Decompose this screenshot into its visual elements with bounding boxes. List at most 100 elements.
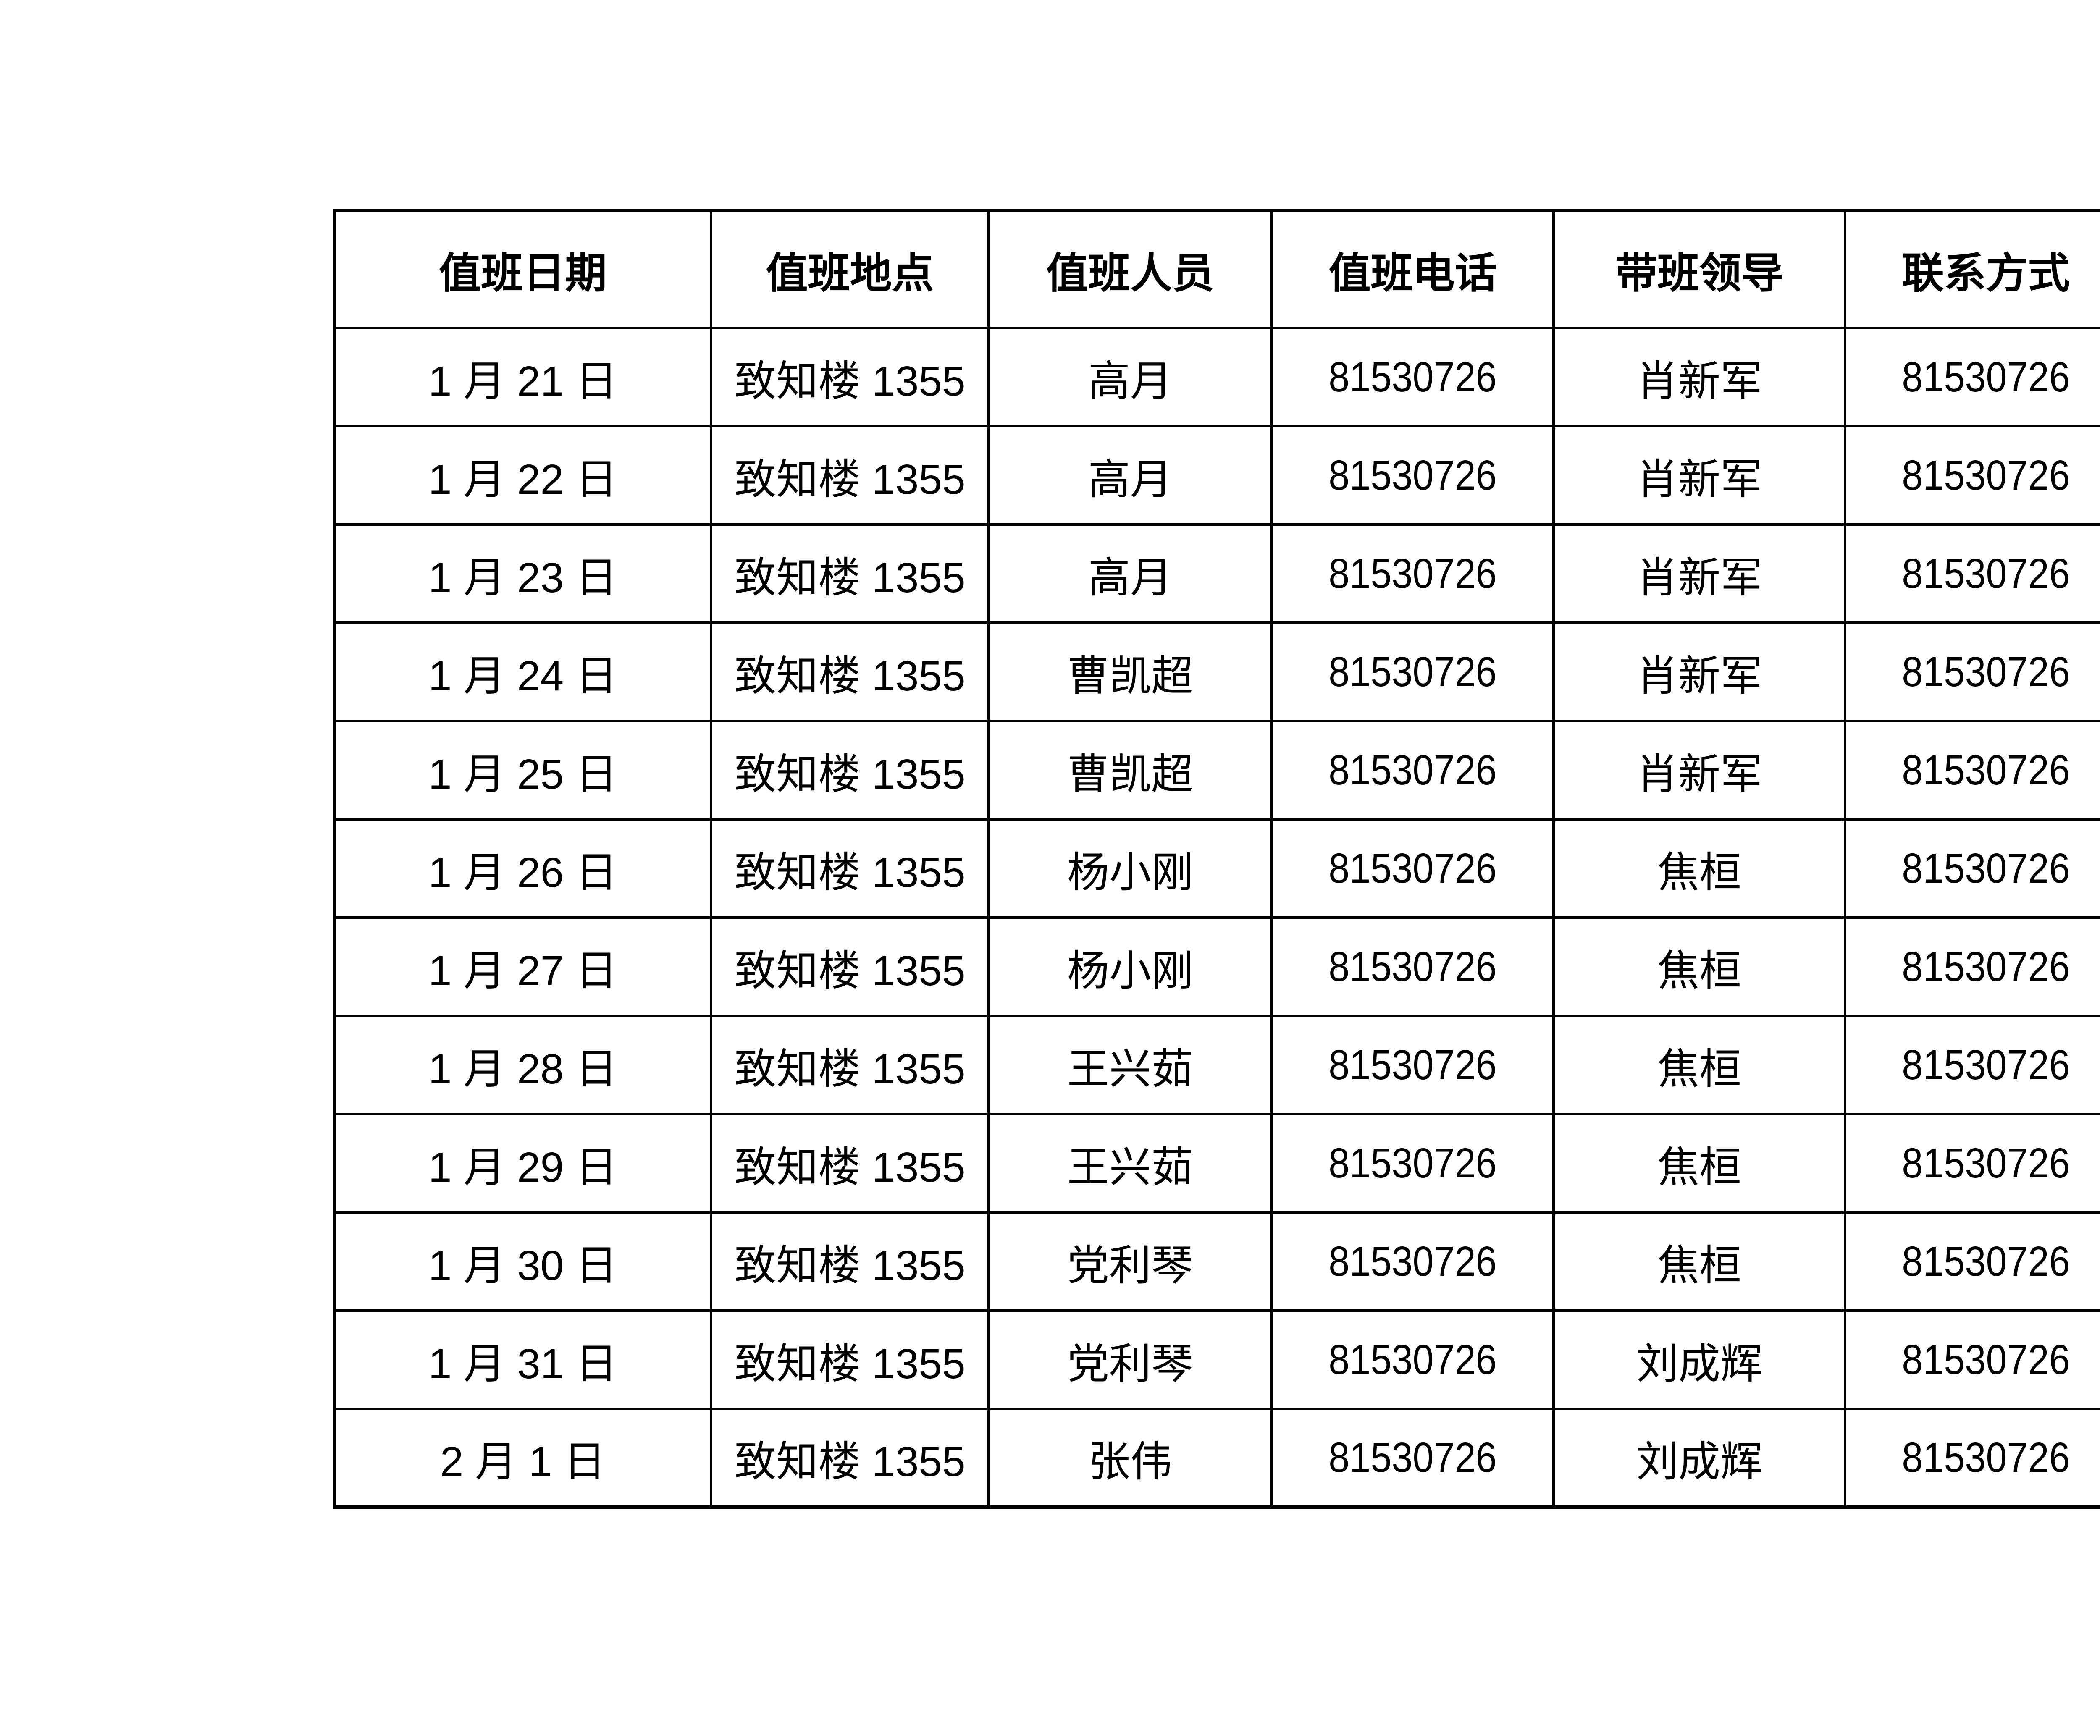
cell-duty-location: 致知楼 1355	[710, 1113, 990, 1214]
cell-duty-person: 党利琴	[987, 1211, 1273, 1312]
table-row: 1 月 29 日 致知楼 1355 王兴茹 81530726 焦桓 815307…	[333, 1113, 2100, 1214]
cell-duty-location: 致知楼 1355	[710, 720, 990, 821]
table-row: 2 月 1 日 致知楼 1355 张伟 81530726 刘成辉 8153072…	[333, 1408, 2100, 1508]
duty-phone-value: 81530726	[1328, 746, 1497, 794]
cell-duty-phone: 81530726	[1270, 621, 1555, 722]
cell-duty-phone: 81530726	[1270, 1309, 1555, 1410]
cell-duty-person: 曹凯超	[987, 720, 1273, 821]
contact-value: 81530726	[1902, 943, 2070, 990]
table-row: 1 月 22 日 致知楼 1355 高月 81530726 肖新军 815307…	[333, 425, 2100, 526]
table-row: 1 月 30 日 致知楼 1355 党利琴 81530726 焦桓 815307…	[333, 1211, 2100, 1312]
cell-duty-leader: 肖新军	[1552, 425, 1846, 526]
cell-duty-person: 张伟	[987, 1408, 1273, 1508]
contact-value: 81530726	[1902, 844, 2070, 892]
cell-contact: 81530726	[1844, 425, 2100, 526]
cell-duty-phone: 81530726	[1270, 720, 1555, 821]
cell-duty-leader: 肖新军	[1552, 621, 1846, 722]
cell-duty-leader: 焦桓	[1552, 1211, 1846, 1312]
duty-phone-value: 81530726	[1328, 844, 1497, 892]
duty-phone-value: 81530726	[1328, 1238, 1497, 1285]
cell-duty-location: 致知楼 1355	[710, 523, 990, 624]
cell-duty-phone: 81530726	[1270, 1015, 1555, 1115]
cell-duty-date: 2 月 1 日	[333, 1408, 712, 1508]
header-duty-date: 值班日期	[333, 209, 712, 329]
cell-duty-location: 致知楼 1355	[710, 818, 990, 919]
contact-value: 81530726	[1902, 1336, 2070, 1383]
duty-phone-value: 81530726	[1328, 451, 1497, 499]
header-duty-phone: 值班电话	[1270, 209, 1555, 329]
cell-duty-person: 党利琴	[987, 1309, 1273, 1410]
cell-duty-phone: 81530726	[1270, 1211, 1555, 1312]
contact-value: 81530726	[1902, 550, 2070, 597]
cell-duty-location: 致知楼 1355	[710, 1408, 990, 1508]
cell-duty-leader: 肖新军	[1552, 720, 1846, 821]
cell-duty-date: 1 月 21 日	[333, 327, 712, 427]
header-duty-person: 值班人员	[987, 209, 1273, 329]
cell-contact: 81530726	[1844, 1309, 2100, 1410]
cell-duty-person: 王兴茹	[987, 1113, 1273, 1214]
cell-duty-leader: 焦桓	[1552, 1015, 1846, 1115]
cell-duty-phone: 81530726	[1270, 1408, 1555, 1508]
duty-phone-value: 81530726	[1328, 1434, 1497, 1481]
cell-duty-leader: 刘成辉	[1552, 1408, 1846, 1508]
table-row: 1 月 21 日 致知楼 1355 高月 81530726 肖新军 815307…	[333, 327, 2100, 427]
cell-duty-date: 1 月 24 日	[333, 621, 712, 722]
cell-duty-person: 高月	[987, 327, 1273, 427]
cell-duty-location: 致知楼 1355	[710, 916, 990, 1017]
table-row: 1 月 24 日 致知楼 1355 曹凯超 81530726 肖新军 81530…	[333, 621, 2100, 722]
header-duty-location: 值班地点	[710, 209, 990, 329]
cell-duty-date: 1 月 26 日	[333, 818, 712, 919]
cell-duty-date: 1 月 22 日	[333, 425, 712, 526]
cell-duty-location: 致知楼 1355	[710, 1211, 990, 1312]
cell-duty-leader: 焦桓	[1552, 818, 1846, 919]
contact-value: 81530726	[1902, 1238, 2070, 1285]
duty-phone-value: 81530726	[1328, 550, 1497, 597]
duty-phone-value: 81530726	[1328, 1139, 1497, 1187]
cell-duty-date: 1 月 31 日	[333, 1309, 712, 1410]
cell-contact: 81530726	[1844, 621, 2100, 722]
cell-duty-date: 1 月 28 日	[333, 1015, 712, 1115]
table-row: 1 月 28 日 致知楼 1355 王兴茹 81530726 焦桓 815307…	[333, 1015, 2100, 1115]
table-body: 1 月 21 日 致知楼 1355 高月 81530726 肖新军 815307…	[333, 327, 2100, 1508]
table-row: 1 月 31 日 致知楼 1355 党利琴 81530726 刘成辉 81530…	[333, 1309, 2100, 1410]
table-row: 1 月 23 日 致知楼 1355 高月 81530726 肖新军 815307…	[333, 523, 2100, 624]
duty-schedule-table: 值班日期 值班地点 值班人员 值班电话 带班领导 联系方式 1 月 21 日 致…	[333, 209, 2100, 1509]
cell-duty-phone: 81530726	[1270, 1113, 1555, 1214]
cell-duty-phone: 81530726	[1270, 523, 1555, 624]
cell-duty-date: 1 月 29 日	[333, 1113, 712, 1214]
contact-value: 81530726	[1902, 451, 2070, 499]
cell-duty-leader: 肖新军	[1552, 523, 1846, 624]
header-row: 值班日期 值班地点 值班人员 值班电话 带班领导 联系方式	[333, 209, 2100, 329]
cell-contact: 81530726	[1844, 1211, 2100, 1312]
cell-duty-person: 王兴茹	[987, 1015, 1273, 1115]
cell-contact: 81530726	[1844, 916, 2100, 1017]
cell-duty-location: 致知楼 1355	[710, 1309, 990, 1410]
contact-value: 81530726	[1902, 1139, 2070, 1187]
cell-duty-phone: 81530726	[1270, 327, 1555, 427]
cell-duty-location: 致知楼 1355	[710, 621, 990, 722]
cell-duty-date: 1 月 25 日	[333, 720, 712, 821]
cell-duty-leader: 刘成辉	[1552, 1309, 1846, 1410]
cell-duty-leader: 肖新军	[1552, 327, 1846, 427]
duty-phone-value: 81530726	[1328, 1041, 1497, 1088]
duty-phone-value: 81530726	[1328, 353, 1497, 401]
duty-phone-value: 81530726	[1328, 648, 1497, 695]
cell-duty-location: 致知楼 1355	[710, 1015, 990, 1115]
table-row: 1 月 25 日 致知楼 1355 曹凯超 81530726 肖新军 81530…	[333, 720, 2100, 821]
cell-duty-location: 致知楼 1355	[710, 425, 990, 526]
table-row: 1 月 26 日 致知楼 1355 杨小刚 81530726 焦桓 815307…	[333, 818, 2100, 919]
cell-duty-person: 高月	[987, 425, 1273, 526]
cell-contact: 81530726	[1844, 327, 2100, 427]
contact-value: 81530726	[1902, 1434, 2070, 1481]
cell-duty-date: 1 月 23 日	[333, 523, 712, 624]
contact-value: 81530726	[1902, 648, 2070, 695]
table-header: 值班日期 值班地点 值班人员 值班电话 带班领导 联系方式	[333, 209, 2100, 329]
cell-duty-person: 曹凯超	[987, 621, 1273, 722]
contact-value: 81530726	[1902, 746, 2070, 794]
cell-duty-leader: 焦桓	[1552, 916, 1846, 1017]
cell-duty-phone: 81530726	[1270, 818, 1555, 919]
cell-contact: 81530726	[1844, 1113, 2100, 1214]
header-duty-leader: 带班领导	[1552, 209, 1846, 329]
cell-duty-location: 致知楼 1355	[710, 327, 990, 427]
